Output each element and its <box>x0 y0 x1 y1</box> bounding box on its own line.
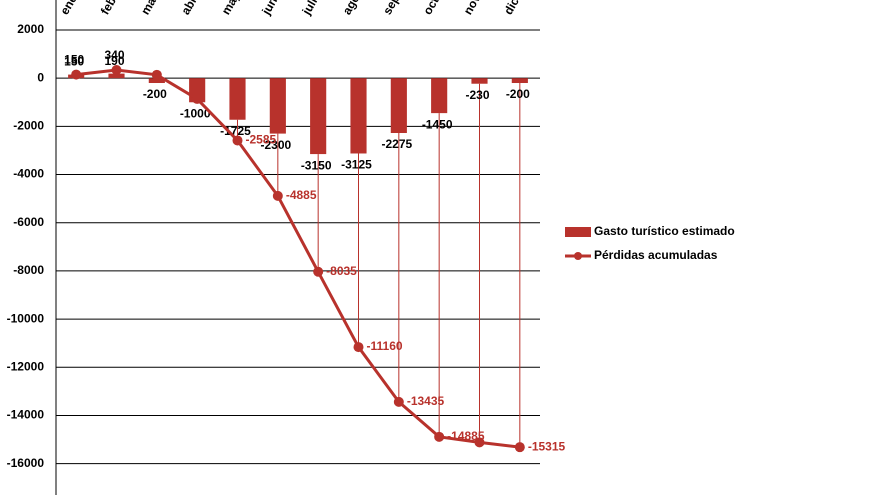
bar-value-label: 150 <box>64 55 84 69</box>
line-point <box>393 396 404 407</box>
x-tick-label: abril <box>178 0 203 17</box>
y-tick-label: -12000 <box>7 359 45 373</box>
line-value-label: -2585 <box>246 133 277 147</box>
bar <box>229 78 246 120</box>
line-value-label: -4885 <box>286 188 317 202</box>
line-point <box>71 69 82 80</box>
bar <box>269 78 286 134</box>
legend-swatch <box>565 227 591 237</box>
bar-value-label: -2275 <box>381 137 412 151</box>
legend-label: Gasto turístico estimado <box>594 224 735 238</box>
bar-value-label: -3150 <box>301 158 332 172</box>
line-value-label: -8035 <box>326 264 357 278</box>
bar-value-label: -3125 <box>341 158 372 172</box>
y-tick-label: 0 <box>37 70 44 84</box>
line-point <box>111 64 122 75</box>
legend-swatch <box>574 252 582 260</box>
x-tick-label: junio <box>259 0 286 18</box>
y-tick-label: -8000 <box>13 263 44 277</box>
line-point <box>272 190 283 201</box>
line-point <box>232 135 243 146</box>
line-point <box>474 437 485 448</box>
y-tick-label: -6000 <box>13 215 44 229</box>
x-tick-label: octubre <box>420 0 454 17</box>
x-tick-label: marzo <box>138 0 168 17</box>
y-tick-label: -4000 <box>13 167 44 181</box>
line <box>75 68 521 449</box>
legend-label: Pérdidas acumuladas <box>594 248 718 262</box>
line-point <box>313 266 324 277</box>
bar <box>148 78 165 84</box>
x-tick-label: noviembre <box>461 0 504 17</box>
bar <box>511 78 528 84</box>
bar-value-label: -200 <box>143 87 167 101</box>
line-value-label: -11160 <box>367 339 403 353</box>
bar <box>310 78 327 155</box>
bar-value-label: -1450 <box>422 117 453 131</box>
bar-value-label: 190 <box>104 54 124 68</box>
x-tick-label: mayo <box>219 0 247 17</box>
bar <box>431 78 448 114</box>
y-tick-label: -10000 <box>7 311 45 325</box>
line-point <box>514 442 525 453</box>
x-tick-label: febrero <box>98 0 131 17</box>
bar-value-label: -230 <box>465 88 489 102</box>
y-tick-label: -14000 <box>7 408 45 422</box>
line-point <box>434 431 445 442</box>
bar <box>108 73 125 79</box>
bar-value-label: -2300 <box>260 138 291 152</box>
line-value-label: 340 <box>105 48 125 62</box>
line-point <box>192 93 203 104</box>
y-tick-label: -16000 <box>7 456 45 470</box>
bar-value-label: -200 <box>506 87 530 101</box>
bar <box>471 78 488 84</box>
x-tick-label: enero <box>57 0 85 17</box>
x-tick-label: diciembre <box>501 0 542 17</box>
y-tick-label: 2000 <box>17 22 44 36</box>
line-point <box>151 69 162 80</box>
x-tick-label: agosto <box>340 0 372 17</box>
bar-value-label: -1000 <box>180 106 211 120</box>
x-tick-label: julio <box>299 0 324 18</box>
line-value-label: -13435 <box>407 394 445 408</box>
bar <box>390 78 407 133</box>
x-tick-label: septiembre <box>380 0 424 17</box>
bar <box>350 78 367 154</box>
y-tick-label: -2000 <box>13 119 44 133</box>
bar-value-label: -1725 <box>220 124 251 138</box>
line-value-label: -15315 <box>528 439 566 453</box>
line-point <box>353 342 364 353</box>
line-value-label: 150 <box>64 53 84 67</box>
